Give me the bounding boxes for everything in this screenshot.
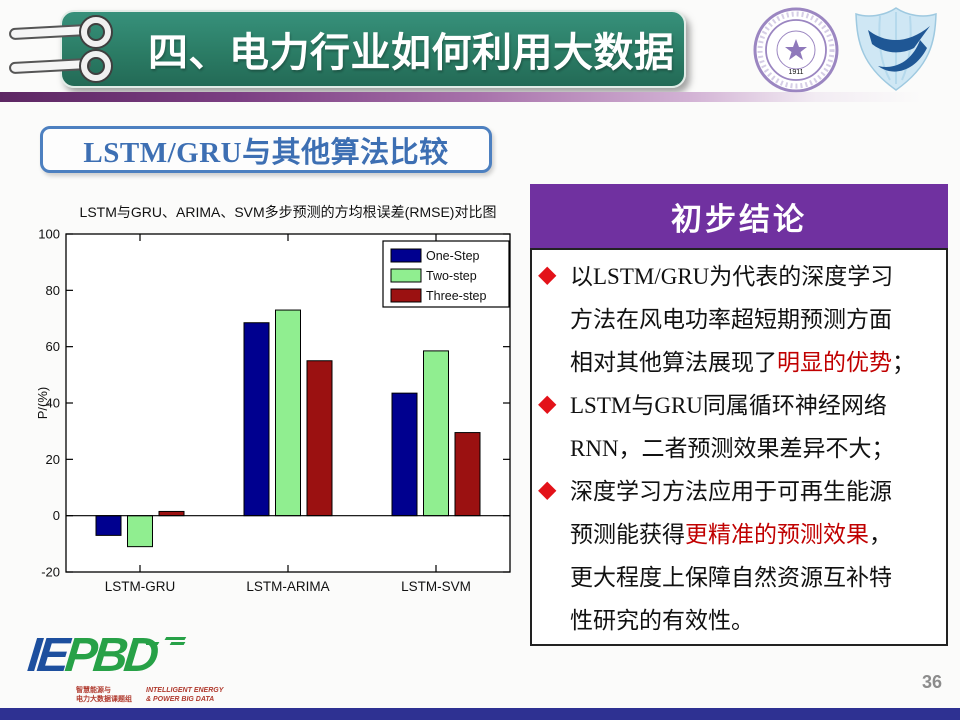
tsinghua-university-logo: 1911 (753, 7, 839, 93)
purple-divider (0, 92, 960, 102)
bar-chart: -20 0 20 40 60 80 100 LSTM-GRU LSTM-ARIMA LSTM-SV… (35, 204, 511, 594)
y-tick-label: 60 (46, 339, 60, 354)
bullet-line: 以LSTM/GRU为代表的深度学习 (570, 255, 942, 298)
bar (454, 432, 481, 517)
bar (243, 322, 270, 517)
bullet-text: 方法在风电功率超短期预测方面 (570, 307, 892, 332)
bullet-text: 相对其他算法展现了 (570, 350, 777, 375)
bar (306, 360, 333, 517)
bullet-text: 以LSTM/GRU为代表的深度学习 (570, 264, 894, 289)
bullet-text-highlight: 明显的优势 (777, 350, 892, 375)
bullet-text: ； (892, 350, 915, 375)
diamond-bullet-icon: ◆ (538, 477, 557, 503)
bullet-line: 更大程度上保障自然资源互补特 (570, 556, 942, 599)
y-axis-label: P/(%) (38, 387, 50, 420)
conclusions-body: ◆ 以LSTM/GRU为代表的深度学习 方法在风电功率超短期预测方面 相对其他算法展现… (530, 248, 948, 646)
bottom-bar (0, 708, 960, 720)
iepbd-logo: IEPBD 智慧能源与 电力大数据课题组 INTELLIGENT ENERGY … (25, 629, 250, 708)
bar (275, 309, 301, 517)
y-tick-label: -20 (41, 565, 60, 580)
x-tick-label: LSTM-ARIMA (246, 579, 329, 594)
y-tick-label: 0 (53, 508, 60, 523)
y-tick-label: 80 (46, 283, 60, 298)
bullet-text-highlight: 更精准的预测效果 (685, 522, 869, 547)
diamond-bullet-icon: ◆ (538, 262, 557, 288)
bar (158, 510, 185, 517)
logo-caption-en: INTELLIGENT ENERGY & POWER BIG DATA (146, 687, 224, 703)
bullet-item: ◆ LSTM与GRU同属循环神经网络 RNN，二者预测效果差异不大； (538, 384, 942, 470)
header-banner: 四、电力行业如何利用大数据 (60, 10, 686, 88)
conclusions-header: 初步结论 (530, 184, 948, 248)
section-title-box: LSTM/GRU与其他算法比较 (40, 126, 492, 173)
bullet-text: RNN，二者预测效果差异不大； (570, 436, 895, 461)
shield-logo (855, 7, 937, 91)
bullet-line: RNN，二者预测效果差异不大； (570, 427, 942, 470)
bar (391, 392, 418, 517)
legend-swatch (390, 288, 422, 303)
y-tick-label: 100 (38, 227, 60, 242)
legend-swatch (390, 248, 422, 263)
legend-label: One-Step (426, 249, 480, 263)
section-title: LSTM/GRU与其他算法比较 (83, 136, 449, 169)
logo-letters: IEPBD (25, 629, 250, 682)
conclusions-panel: 初步结论 ◆ 以LSTM/GRU为代表的深度学习 方法在风电功率超短期预测方面 相对其… (530, 184, 948, 646)
bullet-item: ◆ 以LSTM/GRU为代表的深度学习 方法在风电功率超短期预测方面 相对其他算法展现… (538, 255, 942, 384)
slide-title: 四、电力行业如何利用大数据 (148, 31, 675, 75)
diamond-bullet-icon: ◆ (538, 391, 557, 417)
x-tick-label: LSTM-SVM (401, 579, 471, 594)
y-tick-label: 40 (46, 396, 60, 411)
chart-container: -20 0 20 40 60 80 100 LSTM-GRU LSTM-ARIMA LSTM-SV… (35, 196, 520, 626)
bullet-line: 方法在风电功率超短期预测方面 (570, 298, 942, 341)
bullet-text: 深度学习方法应用于可再生能源 (570, 479, 892, 504)
page-number: 36 (921, 672, 942, 692)
bar (127, 515, 153, 548)
logo-letters-green: PBD (62, 629, 158, 682)
logo-letters-blue: IE (25, 629, 69, 682)
bullet-text: 预测能获得 (570, 522, 685, 547)
bullet-line: 性研究的有效性。 (570, 599, 942, 642)
x-tick-label: LSTM-GRU (105, 579, 176, 594)
bullet-text: 更大程度上保障自然资源互补特 (570, 565, 892, 590)
y-tick-label: 20 (46, 452, 60, 467)
binder-rings-icon (9, 15, 113, 83)
bar (95, 515, 122, 536)
bullet-line: 深度学习方法应用于可再生能源 (570, 470, 942, 513)
legend-swatch (390, 268, 422, 283)
legend-label: Two-step (426, 269, 477, 283)
bullet-line: LSTM与GRU同属循环神经网络 (570, 384, 942, 427)
legend-label: Three-step (426, 289, 486, 303)
bullet-line: 相对其他算法展现了明显的优势； (570, 341, 942, 384)
speed-lines-icon (146, 637, 187, 645)
bullet-text: 性研究的有效性。 (570, 608, 754, 633)
chart-title: LSTM与GRU、ARIMA、SVM多步预测的方均根误差(RMSE)对比图 (80, 204, 497, 220)
bullet-line: 预测能获得更精准的预测效果， (570, 513, 942, 556)
bar (423, 350, 449, 517)
tsinghua-founding-year: 1911 (788, 69, 803, 76)
bullet-item: ◆ 深度学习方法应用于可再生能源 预测能获得更精准的预测效果， 更大程度上保障自然资源… (538, 470, 942, 642)
bullet-text: ， (869, 522, 892, 547)
bullet-text: LSTM与GRU同属循环神经网络 (570, 393, 887, 418)
logo-caption-cn: 智慧能源与 电力大数据课题组 (76, 687, 132, 703)
